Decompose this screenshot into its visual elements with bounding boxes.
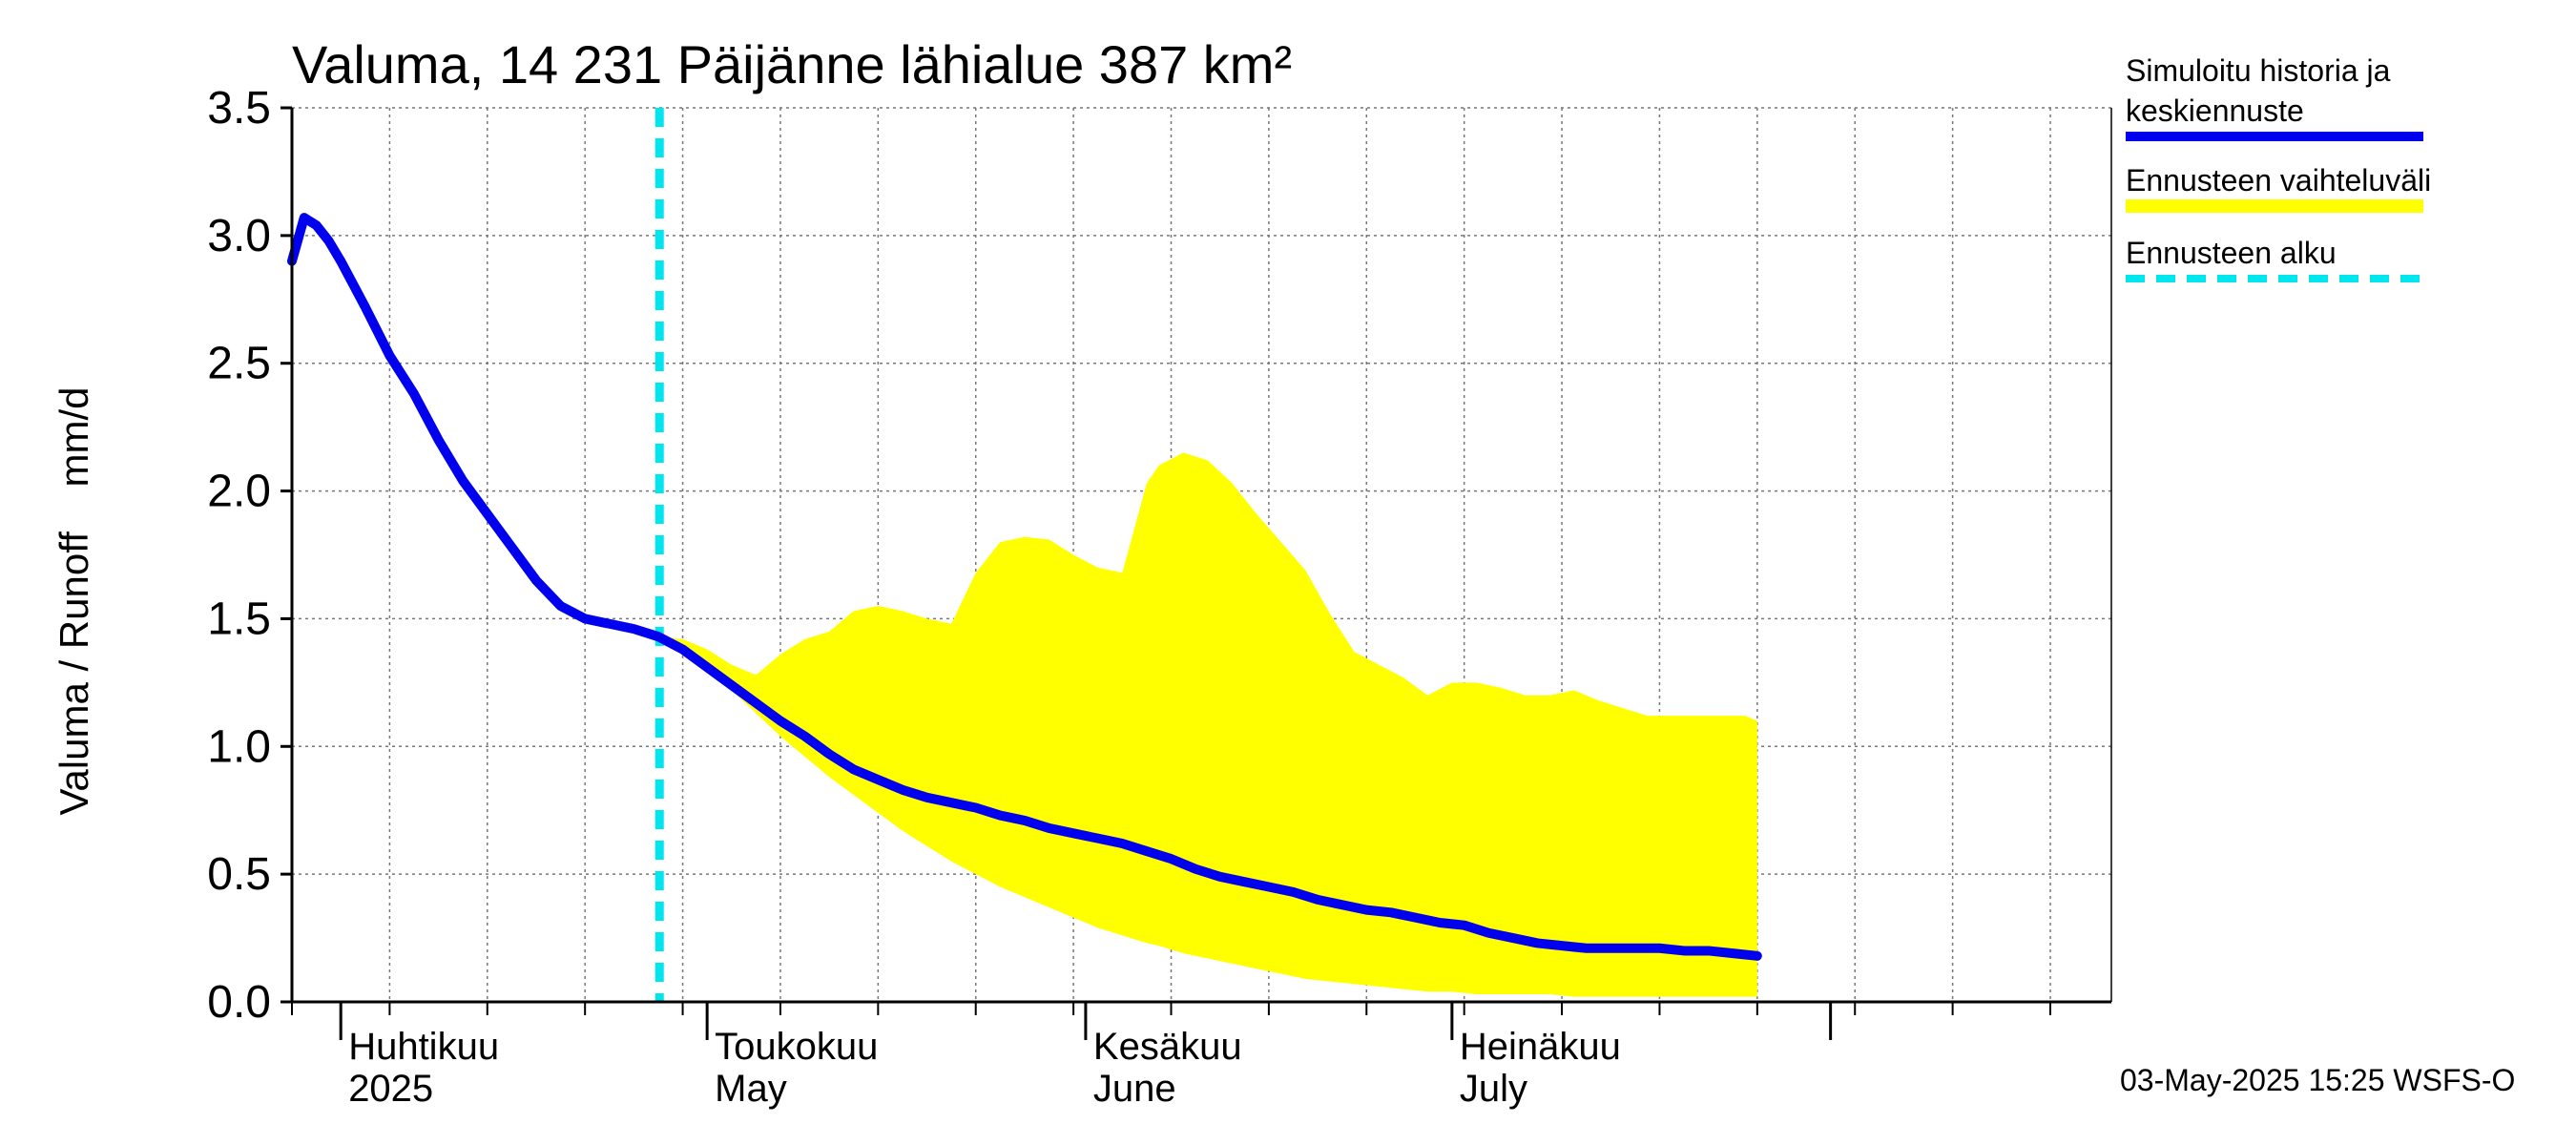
axes: [280, 106, 2112, 1040]
forecast-band-layer: [657, 452, 1757, 997]
timestamp: 03-May-2025 15:25 WSFS-O: [2120, 1063, 2515, 1097]
x-month-label-en: July: [1460, 1068, 1527, 1110]
series-layer: [287, 108, 1762, 1002]
y-axis-label: Valuma / Runoff mm/d: [52, 387, 96, 816]
y-tick-label: 2.0: [207, 467, 271, 517]
y-tick-label: 0.5: [207, 849, 271, 900]
x-month-label-en: June: [1093, 1068, 1176, 1110]
simulated-runoff-line: [287, 213, 1762, 961]
y-tick-label: 2.5: [207, 339, 271, 389]
grid: [291, 107, 2111, 1003]
legend-label-simulated-line1: Simuloitu historia ja: [2126, 53, 2391, 88]
x-month-label-fi: Toukokuu: [715, 1026, 878, 1068]
y-tick-label: 1.0: [207, 721, 271, 772]
legend-label-forecast-start: Ennusteen alku: [2126, 236, 2337, 270]
x-month-label-en: 2025: [348, 1068, 433, 1110]
chart-title: Valuma, 14 231 Päijänne lähialue 387 km²: [292, 34, 1292, 94]
x-month-label-fi: Heinäkuu: [1460, 1026, 1621, 1068]
y-tick-labels: 0.0 0.5 1.0 1.5 2.0 2.5 3.0 3.5: [207, 83, 271, 1028]
legend: Simuloitu historia ja keskiennuste Ennus…: [2126, 53, 2431, 282]
x-month-label-fi: Kesäkuu: [1093, 1026, 1242, 1068]
x-month-label-en: May: [715, 1068, 787, 1110]
forecast-range-band: [657, 452, 1757, 997]
y-tick-label: 3.0: [207, 211, 271, 261]
y-tick-label: 0.0: [207, 977, 271, 1028]
x-month-label-fi: Huhtikuu: [348, 1026, 499, 1068]
legend-label-range: Ennusteen vaihteluväli: [2126, 163, 2431, 198]
y-tick-label: 3.5: [207, 83, 271, 134]
legend-label-simulated-line2: keskiennuste: [2126, 94, 2304, 128]
y-tick-label: 1.5: [207, 593, 271, 644]
